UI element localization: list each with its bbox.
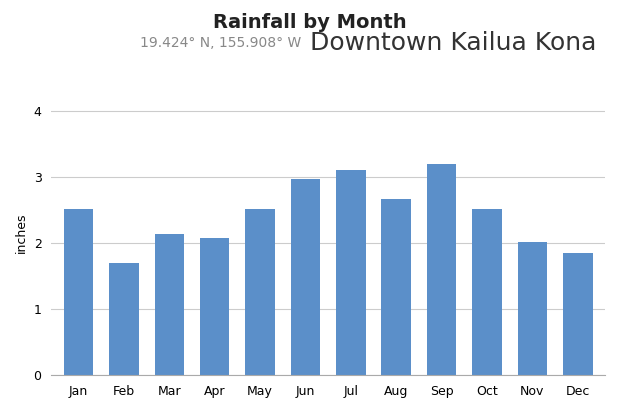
Bar (291, 179, 320, 375)
Bar (246, 209, 275, 375)
Text: Rainfall by Month: Rainfall by Month (213, 13, 407, 32)
Bar (336, 170, 366, 375)
Bar (427, 164, 456, 375)
Bar (563, 253, 593, 375)
Bar (200, 238, 229, 375)
Bar (154, 235, 184, 375)
Bar (109, 263, 139, 375)
Y-axis label: inches: inches (15, 213, 28, 253)
Bar (64, 209, 93, 375)
Bar (381, 199, 411, 375)
Text: Downtown Kailua Kona: Downtown Kailua Kona (310, 31, 596, 55)
Bar (518, 242, 547, 375)
Text: 19.424° N, 155.908° W: 19.424° N, 155.908° W (140, 36, 310, 50)
Bar (472, 209, 502, 375)
